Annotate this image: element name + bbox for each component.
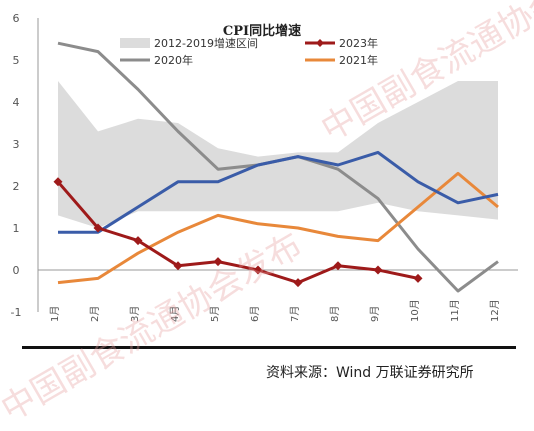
series-marker [53, 177, 63, 187]
chart-title: CPI同比增速 [223, 23, 301, 39]
y-tick-label: 3 [13, 138, 20, 151]
series-marker [293, 278, 303, 288]
x-tick-label: 9月 [369, 306, 381, 322]
legend-label: 2012-2019增速区间 [154, 36, 258, 50]
y-tick-label: 1 [13, 222, 20, 235]
x-tick-label: 6月 [249, 306, 261, 322]
series-marker [413, 273, 423, 283]
y-tick-label: -1 [11, 306, 22, 319]
y-tick-label: 6 [13, 12, 20, 25]
y-tick-label: 2 [13, 180, 20, 193]
legend-label: 2020年 [154, 53, 193, 67]
x-tick-label: 11月 [449, 299, 461, 322]
x-tick-label: 4月 [169, 306, 181, 322]
y-tick-label: 4 [13, 96, 20, 109]
series-marker [173, 261, 183, 271]
x-tick-label: 12月 [489, 299, 501, 322]
x-tick-label: 7月 [289, 306, 301, 322]
bottom-rule [22, 346, 516, 349]
series-line [56, 180, 419, 285]
x-tick-label: 10月 [409, 299, 421, 322]
x-tick-label: 8月 [329, 306, 341, 322]
series-marker [253, 265, 263, 275]
x-tick-label: 5月 [209, 306, 221, 322]
series-marker [133, 236, 143, 246]
x-tick-label: 1月 [49, 306, 61, 322]
legend-swatch [120, 38, 150, 48]
cpi-chart: -1 0 1 2 3 4 5 6 1月 2月 3月 4月 5月 6月 7月 8月 9月 10月 11月 12月 CPI同… [11, 12, 518, 349]
series-marker [373, 265, 383, 275]
series-marker [333, 261, 343, 271]
series-marker [213, 257, 223, 267]
series-marker [93, 223, 103, 233]
y-tick-label: 5 [13, 54, 20, 67]
source-note: 资料来源：Wind 万联证券研究所 [266, 365, 474, 381]
range-band [58, 81, 498, 228]
series-line [57, 171, 499, 285]
legend-label: 2023年 [339, 36, 378, 50]
x-tick-label: 2月 [89, 306, 101, 322]
series-line [58, 150, 499, 234]
legend-marker [316, 39, 324, 47]
y-tick-label: 0 [13, 264, 20, 277]
legend-label: 2021年 [339, 53, 378, 67]
x-tick-label: 3月 [129, 306, 141, 322]
